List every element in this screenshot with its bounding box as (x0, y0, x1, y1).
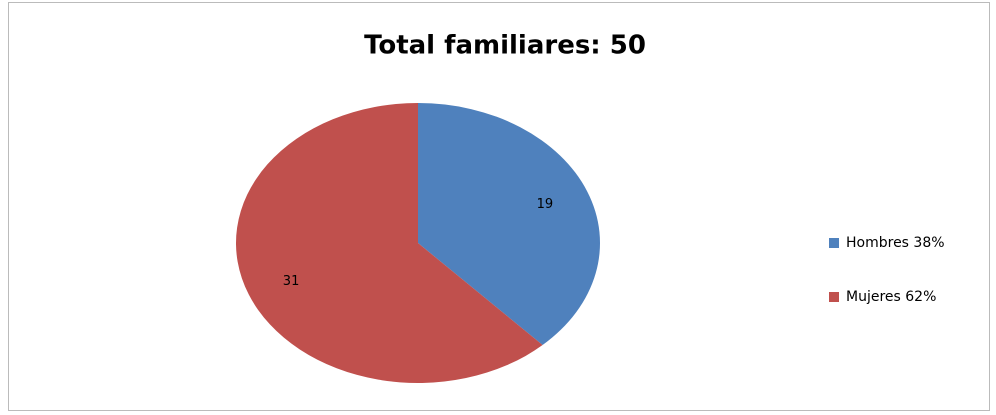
pie-slice (418, 103, 601, 346)
chart-title: Total familiares: 50 (364, 31, 646, 61)
data-label: 31 (283, 274, 300, 289)
data-label: 19 (537, 197, 554, 212)
legend-swatch (829, 238, 839, 248)
legend-label: Mujeres 62% (846, 289, 936, 305)
legend-label: Hombres 38% (846, 235, 945, 251)
pie-slice (236, 103, 543, 384)
legend-swatch (829, 292, 839, 302)
